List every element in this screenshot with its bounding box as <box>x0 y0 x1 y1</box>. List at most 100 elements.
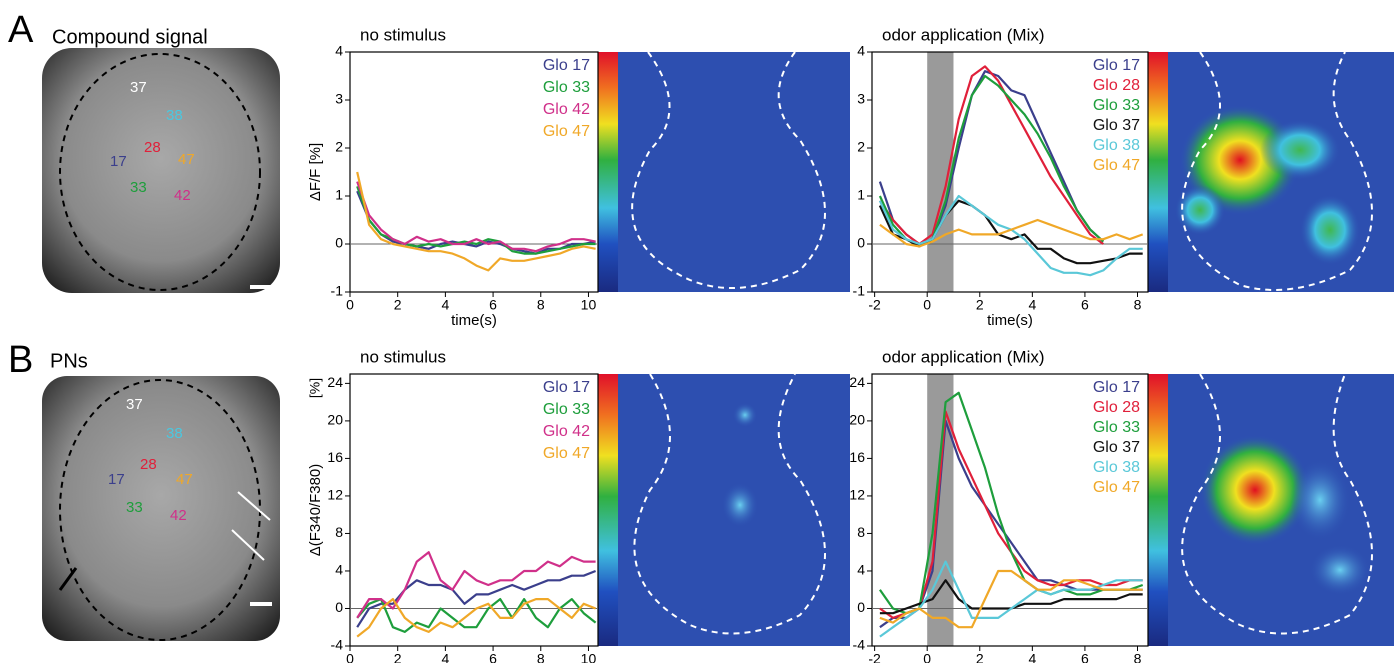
series-line <box>878 194 1143 277</box>
series-line <box>879 569 1143 629</box>
plot-frame <box>349 373 599 647</box>
y-tick-label: 20 <box>327 412 343 428</box>
y-tick-label: 4 <box>335 562 343 578</box>
heatmap-blob <box>1260 120 1340 180</box>
y-tick-label: 0 <box>857 235 865 251</box>
panel-a: A Compound signal 37 38 28 47 17 33 42 <box>8 9 1394 293</box>
series-line <box>356 551 596 619</box>
x-tick-label: 2 <box>976 651 984 663</box>
scale-bar <box>250 602 272 606</box>
x-tick-label: 0 <box>923 297 931 313</box>
x-tick-label: 4 <box>1028 651 1036 663</box>
y-tick-label: -1 <box>853 283 866 299</box>
y-tick-label: 0 <box>335 235 343 251</box>
legend-entry: Glo 33 <box>543 79 590 96</box>
y-tick-label: 12 <box>849 487 865 503</box>
glomerulus-label: 37 <box>130 79 147 96</box>
legend-entry: Glo 38 <box>1093 137 1140 154</box>
y-tick-label: -1 <box>331 283 344 299</box>
heatmap <box>618 52 850 292</box>
plot-frame <box>871 51 1149 293</box>
x-tick-label: 8 <box>1134 297 1142 313</box>
chart-title: odor application (Mix) <box>882 25 1045 44</box>
chart-title: no stimulus <box>360 25 446 44</box>
y-axis-unit: [%] <box>307 378 323 398</box>
legend-entry: Glo 37 <box>1093 439 1140 456</box>
y-tick-label: 4 <box>857 562 865 578</box>
series-line <box>878 199 1143 265</box>
y-tick-label: 1 <box>857 187 865 203</box>
x-tick-label: 6 <box>1081 651 1089 663</box>
y-tick-label: 3 <box>857 91 865 107</box>
legend-entry: Glo 47 <box>1093 479 1140 496</box>
glomerulus-label: 17 <box>110 153 127 170</box>
arrow <box>237 491 271 521</box>
glomerulus-label: 33 <box>126 499 143 516</box>
heatmap-blob <box>1300 195 1360 265</box>
glomerulus-label: 47 <box>176 471 193 488</box>
series-line <box>878 391 1144 615</box>
series-line <box>879 560 1143 638</box>
y-tick-label: 12 <box>327 487 343 503</box>
legend-entry: Glo 37 <box>1093 117 1140 134</box>
heatmap-blob <box>733 403 757 427</box>
legend-entry: Glo 47 <box>1093 157 1140 174</box>
brain-image <box>42 48 280 293</box>
x-tick-label: 2 <box>976 297 984 313</box>
y-tick-label: 2 <box>335 139 343 155</box>
series-line <box>356 598 597 638</box>
y-tick-label: 0 <box>335 599 343 615</box>
glomerulus-label: 47 <box>178 151 195 168</box>
x-tick-label: 4 <box>441 651 449 663</box>
y-tick-label: 20 <box>849 412 865 428</box>
y-tick-label: -4 <box>853 637 866 653</box>
panel-b: B PNs 37 38 28 47 17 33 42 <box>8 339 1394 646</box>
legend-entry: Glo 33 <box>1093 97 1140 114</box>
series-line <box>879 218 1144 248</box>
x-tick-label: 4 <box>1028 297 1036 313</box>
heatmap-blob <box>722 483 758 527</box>
arrow <box>231 529 265 561</box>
series-line <box>356 181 596 253</box>
glomerulus-label: 33 <box>130 179 147 196</box>
y-axis-label: ΔF/F [%] <box>307 143 324 201</box>
plot-frame <box>349 51 599 293</box>
y-tick-label: 4 <box>857 43 865 59</box>
glomerulus-label: 38 <box>166 425 183 442</box>
y-tick-label: 8 <box>335 524 343 540</box>
x-tick-label: 4 <box>441 297 449 313</box>
stimulus-shade <box>927 374 954 646</box>
outline <box>1181 373 1373 635</box>
y-axis-label: Δ(F340/F380) <box>307 464 324 557</box>
glomerulus-label: 17 <box>108 471 125 488</box>
heatmap-blob <box>1310 545 1370 595</box>
glomerulus-label: 28 <box>140 456 157 473</box>
y-tick-label: 24 <box>327 374 343 390</box>
glomerulus-label: 37 <box>126 396 143 413</box>
x-tick-label: 8 <box>537 297 545 313</box>
panel-label: A <box>8 9 34 51</box>
chart-title: odor application (Mix) <box>882 347 1045 366</box>
chart-title: no stimulus <box>360 347 446 366</box>
outline <box>1181 51 1373 291</box>
legend-entry: Glo 33 <box>543 401 590 418</box>
y-tick-label: 2 <box>857 139 865 155</box>
legend-entry: Glo 42 <box>543 423 590 440</box>
legend-entry: Glo 17 <box>1093 379 1140 396</box>
x-tick-label: 10 <box>581 651 597 663</box>
y-tick-label: 1 <box>335 187 343 203</box>
x-tick-label: 2 <box>394 297 402 313</box>
legend-entry: Glo 42 <box>543 101 590 118</box>
legend-entry: Glo 17 <box>1093 57 1140 74</box>
panel-label: B <box>8 339 33 381</box>
series-line <box>356 569 597 628</box>
x-tick-label: 6 <box>489 651 497 663</box>
heatmap-blob <box>1290 460 1350 540</box>
y-tick-label: 16 <box>327 449 343 465</box>
brain-image <box>42 376 280 641</box>
legend-entry: Glo 17 <box>543 379 590 396</box>
x-tick-label: 8 <box>1134 651 1142 663</box>
glomerulus-label: 38 <box>166 107 183 124</box>
